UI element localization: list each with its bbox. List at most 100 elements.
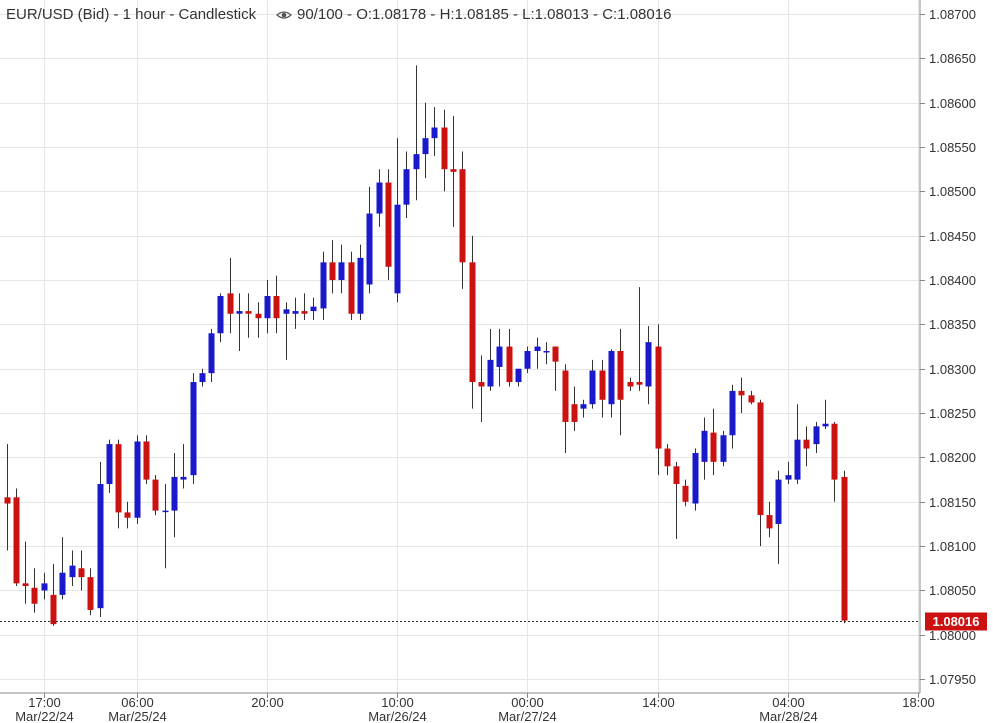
candle-up <box>729 384 736 449</box>
candle-down <box>441 109 448 192</box>
candle-body <box>255 313 262 319</box>
candle-body <box>217 296 224 334</box>
price-tick-label: 1.08650 <box>929 51 976 66</box>
candle-body <box>366 213 373 285</box>
candle-up <box>822 399 829 430</box>
candle-down <box>13 488 20 587</box>
candle-body <box>413 154 420 170</box>
candle-body <box>394 204 401 294</box>
candle-up <box>487 328 494 391</box>
candle-down <box>748 390 755 405</box>
candle-down <box>710 408 717 476</box>
candle-body <box>655 346 662 449</box>
candle-up <box>515 368 522 387</box>
candle-down <box>143 435 150 485</box>
candle-up <box>775 470 782 564</box>
price-tick-label: 1.08350 <box>929 317 976 332</box>
candle-body <box>831 423 838 480</box>
candle-body <box>785 475 792 480</box>
candle-up <box>413 65 420 201</box>
candle-down <box>255 302 262 338</box>
candle-body <box>757 402 764 516</box>
candle-up <box>338 244 345 294</box>
candle-down <box>682 479 689 507</box>
candle-up <box>357 244 364 320</box>
candle-body <box>673 466 680 485</box>
candle-body <box>441 127 448 170</box>
candle-up <box>190 373 197 485</box>
last-price-badge <box>925 612 987 631</box>
candle-up <box>431 107 438 156</box>
candle-down <box>506 328 513 387</box>
candle-body <box>682 485 689 502</box>
price-tick-label: 1.08050 <box>929 583 976 598</box>
candle-body <box>273 296 280 319</box>
candle-down <box>831 421 838 502</box>
candle-down <box>655 324 662 476</box>
candle-up <box>608 349 615 418</box>
candle-down <box>50 563 57 626</box>
candle-up <box>41 572 48 600</box>
candle-body <box>329 262 336 281</box>
candle-up <box>310 297 317 320</box>
time-tick-label: 04:00 <box>772 695 805 710</box>
candle-down <box>115 439 122 529</box>
candle-down <box>552 346 559 391</box>
date-tick-label: Mar/28/24 <box>759 709 818 723</box>
candle-body <box>487 359 494 387</box>
candle-body <box>264 296 271 319</box>
candle-body <box>227 293 234 314</box>
candle-body <box>599 370 606 400</box>
candle-up <box>813 421 820 453</box>
candle-body <box>115 444 122 513</box>
candle-body <box>478 382 485 387</box>
candle-body <box>320 262 327 309</box>
date-tick-label: Mar/26/24 <box>368 709 427 723</box>
candle-body <box>738 390 745 396</box>
price-tick-label: 1.08100 <box>929 539 976 554</box>
candle-up <box>589 359 596 409</box>
candle-body <box>608 351 615 405</box>
candle-up <box>692 448 699 511</box>
price-tick-label: 1.08000 <box>929 628 976 643</box>
candle-body <box>636 382 643 385</box>
price-tick-label: 1.08200 <box>929 450 976 465</box>
candle-up <box>785 461 792 485</box>
candle-up <box>236 293 243 351</box>
candle-down <box>22 541 29 604</box>
candle-up <box>645 326 652 405</box>
candle-body <box>292 311 299 314</box>
candle-down <box>273 275 280 334</box>
candle-up <box>794 404 801 485</box>
time-tick-label: 00:00 <box>511 695 544 710</box>
candle-body <box>13 497 20 584</box>
candle-body <box>283 309 290 314</box>
candle-down <box>245 293 252 338</box>
candle-down <box>124 501 131 529</box>
candle-body <box>143 441 150 480</box>
candle-body <box>59 572 66 595</box>
price-tick-label: 1.08300 <box>929 362 976 377</box>
candle-body <box>701 430 708 462</box>
eye-icon[interactable] <box>276 11 292 19</box>
candle-down <box>152 475 159 516</box>
candle-up <box>162 484 169 569</box>
candle-up <box>403 151 410 218</box>
candle-up <box>264 280 271 334</box>
candle-body <box>69 565 76 578</box>
candle-up <box>134 435 141 524</box>
candle-down <box>841 470 848 624</box>
candle-body <box>348 262 355 314</box>
candle-body <box>469 262 476 383</box>
candle-body <box>50 594 57 625</box>
candle-body <box>459 169 466 263</box>
candle-body <box>301 311 308 314</box>
candle-down <box>459 151 466 289</box>
candle-down <box>562 364 569 453</box>
candle-body <box>794 439 801 480</box>
price-tick-label: 1.08700 <box>929 7 976 22</box>
candle-body <box>524 351 531 369</box>
candle-body <box>431 127 438 139</box>
candle-body <box>552 346 559 362</box>
